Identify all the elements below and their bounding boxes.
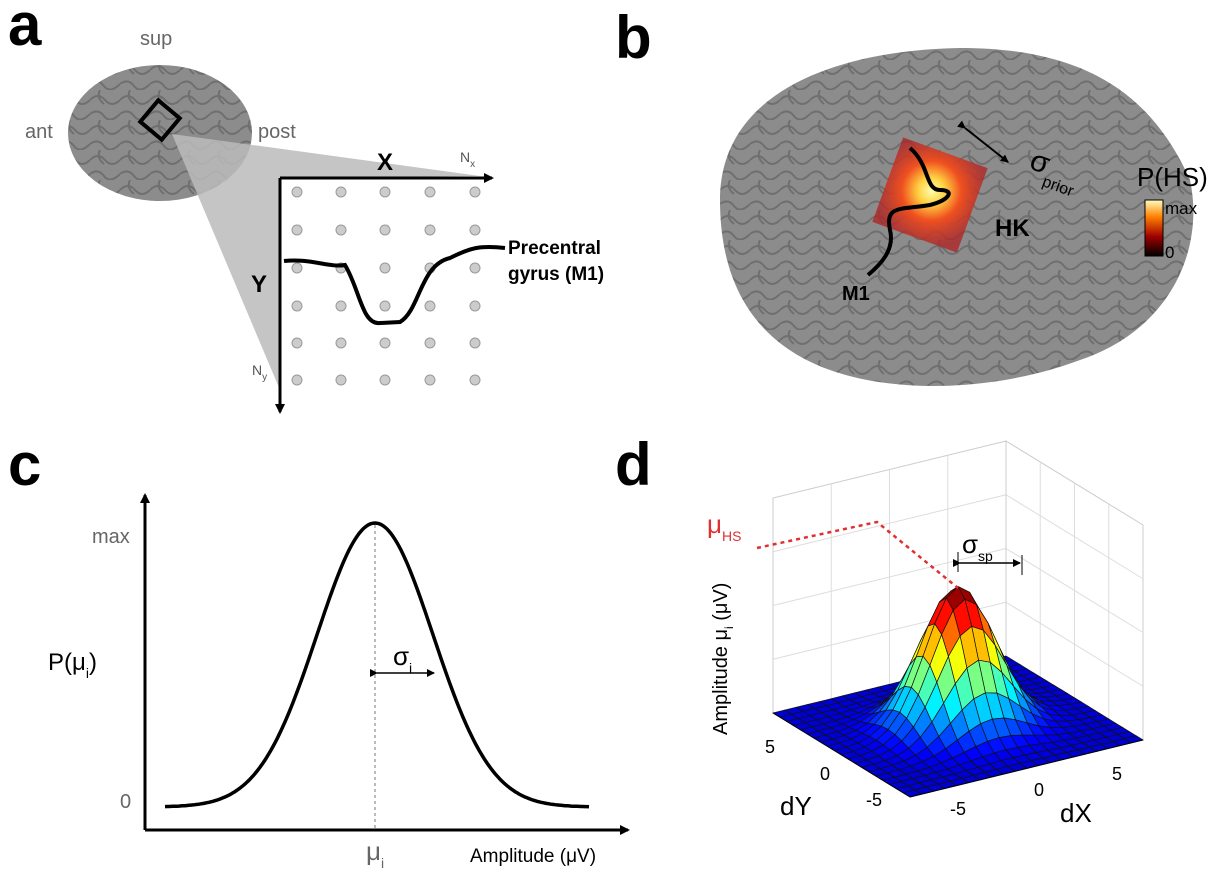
electrode: [291, 224, 303, 236]
text: σ: [962, 529, 978, 559]
axis-label: dY: [780, 791, 812, 821]
text: N: [460, 149, 470, 165]
direction-label: ant: [25, 121, 53, 143]
electrode: [335, 374, 347, 386]
electrode: [424, 300, 436, 312]
subscript: i: [722, 626, 736, 629]
gyrus-label: gyrus (M1): [508, 264, 604, 285]
text: ): [89, 649, 97, 676]
y-label: P(μi): [48, 649, 97, 681]
gyrus-label: Precentral: [508, 238, 601, 259]
wall-grid: [772, 494, 1007, 553]
electrode: [424, 186, 436, 198]
projection: [172, 134, 480, 390]
region-label: M1: [842, 283, 870, 305]
electrode: [424, 224, 436, 236]
electrode: [379, 224, 391, 236]
axis-line: [909, 739, 1144, 798]
text: Amplitude μ: [710, 629, 732, 735]
subscript: i: [381, 855, 384, 871]
colorbar: [1144, 199, 1164, 257]
axis-label: dX: [1060, 798, 1092, 828]
electrode: [379, 374, 391, 386]
axis-label: Y: [251, 271, 267, 298]
tick-label: 5: [765, 737, 775, 757]
grid-square: [137, 97, 183, 143]
gaussian-curve: [164, 521, 590, 809]
electrode: [291, 374, 303, 386]
mu-label: μi: [366, 836, 384, 871]
panel-label: b: [615, 4, 652, 71]
wall-grid: [1005, 494, 1144, 580]
electrode: [335, 300, 347, 312]
electrode: [335, 224, 347, 236]
electrode: [469, 300, 481, 312]
electrode: [335, 337, 347, 349]
electrode: [291, 262, 303, 274]
z-label: Amplitude μi (μV): [710, 583, 736, 735]
x-label: Amplitude (μV): [470, 846, 596, 867]
colorbar-label: 0: [1165, 243, 1174, 262]
tick-label: 5: [1112, 764, 1122, 784]
y-tick-label: 0: [120, 791, 131, 813]
axis-line: [772, 712, 911, 798]
tick-label: -5: [950, 799, 966, 819]
m1-line: [866, 146, 951, 277]
text: σ: [393, 641, 409, 671]
electrode: [424, 374, 436, 386]
y-tick-label: max: [92, 526, 130, 548]
colorbar-label: max: [1165, 199, 1198, 218]
electrode: [379, 337, 391, 349]
electrode: [335, 186, 347, 198]
panel-label: a: [8, 0, 42, 58]
mu-hs-label: μHS: [707, 509, 741, 544]
direction-label: post: [258, 121, 296, 143]
electrode: [291, 337, 303, 349]
gyrus-curve: [283, 244, 506, 325]
sigma-arrow: [957, 120, 1009, 163]
subscript: y: [262, 372, 267, 383]
subscript: i: [409, 660, 412, 676]
electrode: [291, 300, 303, 312]
text: μ: [707, 509, 722, 539]
text: (μV): [710, 583, 732, 627]
electrode: [379, 186, 391, 198]
electrode: [379, 300, 391, 312]
axis-size: Nx: [460, 149, 475, 170]
direction-label: sup: [140, 28, 172, 50]
axis-size: Ny: [252, 362, 267, 383]
subscript: i: [86, 665, 89, 681]
electrode-grid: [291, 186, 481, 386]
surface-plot: [772, 440, 1144, 798]
colorbar-title: P(HS): [1137, 162, 1208, 192]
electrode: [291, 186, 303, 198]
electrode: [469, 262, 481, 274]
mu-hs-line: [756, 520, 959, 589]
text: μ: [366, 836, 381, 866]
region-label: HK: [995, 215, 1030, 242]
heat-map: [872, 137, 988, 253]
axis-label: X: [377, 149, 393, 176]
sigma-label: σi: [393, 641, 412, 676]
electrode: [379, 262, 391, 274]
electrode: [424, 337, 436, 349]
subscript: HS: [722, 528, 741, 544]
electrode: [469, 337, 481, 349]
tick-label: 0: [820, 764, 830, 784]
electrode: [469, 224, 481, 236]
tick-label: 0: [1034, 780, 1044, 800]
text: P(μ: [48, 649, 86, 676]
subscript: x: [470, 159, 475, 170]
electrode: [469, 186, 481, 198]
panel-label: c: [8, 431, 41, 498]
electrode: [469, 374, 481, 386]
text: N: [252, 362, 262, 378]
sigma-label: σsp: [962, 529, 993, 564]
tick-label: -5: [866, 790, 882, 810]
panel-label: d: [615, 431, 652, 498]
subscript: sp: [978, 548, 993, 564]
